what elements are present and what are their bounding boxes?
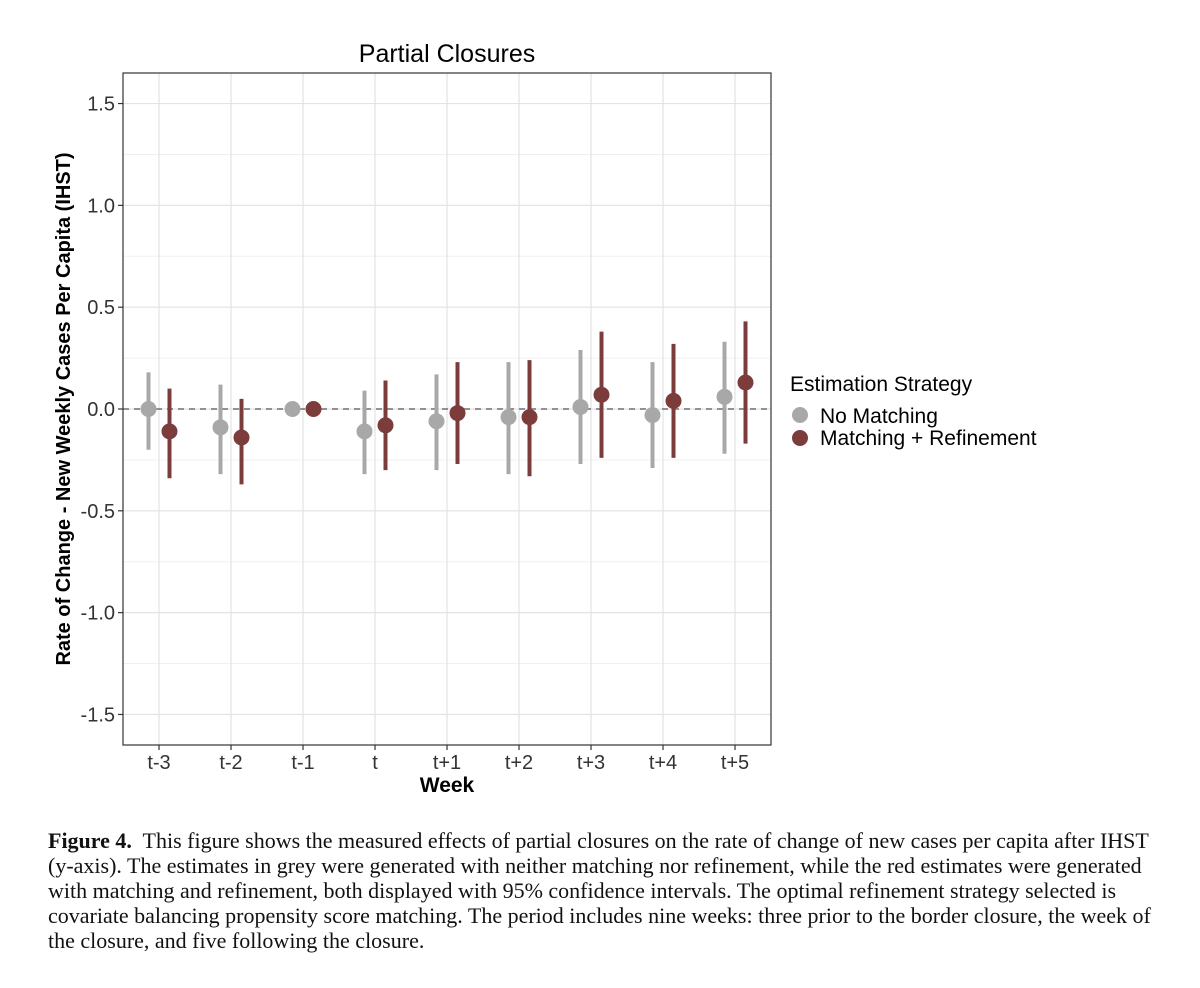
point-matching-refinement [161,423,178,440]
point-no-matching [644,407,661,424]
x-tick-label: t-2 [219,752,242,774]
x-tick-label: t+3 [577,752,605,774]
caption-label: Figure 4. [48,828,132,853]
point-matching-refinement [521,409,538,426]
y-tick-label: -1.0 [81,603,115,625]
point-no-matching [140,401,157,417]
x-tick-label: t [372,752,378,774]
y-tick-label: 1.0 [87,195,115,217]
y-tick-label: -1.5 [81,704,115,726]
point-no-matching [284,401,301,417]
point-matching-refinement [593,386,610,403]
legend-label-matching-refinement: Matching + Refinement [820,427,1037,450]
legend-key-no-matching [792,407,808,423]
y-tick-label: 0.5 [87,297,115,319]
point-no-matching [716,388,733,405]
figure-caption: Figure 4. This figure shows the measured… [48,828,1158,953]
point-matching-refinement [377,417,394,434]
x-axis: t-3 t-2 t-1 t t+1 t+2 t+3 t+4 t+5 [147,745,749,774]
point-matching-refinement [233,429,250,446]
data-marks [140,321,754,485]
chart: Partial Closures -1.5 -1.0 -0.5 0.0 0.5 1.0 1.… [53,40,1037,797]
y-tick-label: 1.5 [87,94,115,116]
x-tick-label: t+4 [649,752,677,774]
x-tick-label: t+1 [433,752,461,774]
plot-panel [122,72,772,746]
y-tick-label: -0.5 [81,501,115,523]
point-no-matching [212,419,229,436]
y-axis: -1.5 -1.0 -0.5 0.0 0.5 1.0 1.5 [81,94,123,726]
legend-key-matching-refinement [792,430,808,446]
caption-text: This figure shows the measured effects o… [48,828,1151,953]
x-tick-label: t+2 [505,752,533,774]
chart-title: Partial Closures [359,40,535,68]
x-tick-label: t-3 [147,752,170,774]
y-axis-label: Rate of Change - New Weekly Cases Per Ca… [53,152,75,665]
point-matching-refinement [305,401,322,417]
legend-label-no-matching: No Matching [820,405,938,428]
point-no-matching [572,398,589,415]
x-tick-label: t+5 [721,752,749,774]
legend: Estimation Strategy No Matching Matching… [790,373,1037,450]
point-matching-refinement [449,405,466,422]
y-tick-label: 0.0 [87,399,115,421]
point-no-matching [428,413,445,430]
point-no-matching [500,409,517,426]
legend-item-no-matching: No Matching [792,405,938,428]
point-matching-refinement [737,374,754,391]
point-matching-refinement [665,392,682,409]
point-no-matching [356,423,373,440]
x-tick-label: t-1 [291,752,314,774]
legend-item-matching-refinement: Matching + Refinement [792,427,1037,450]
x-axis-label: Week [420,774,475,797]
legend-title: Estimation Strategy [790,373,973,396]
